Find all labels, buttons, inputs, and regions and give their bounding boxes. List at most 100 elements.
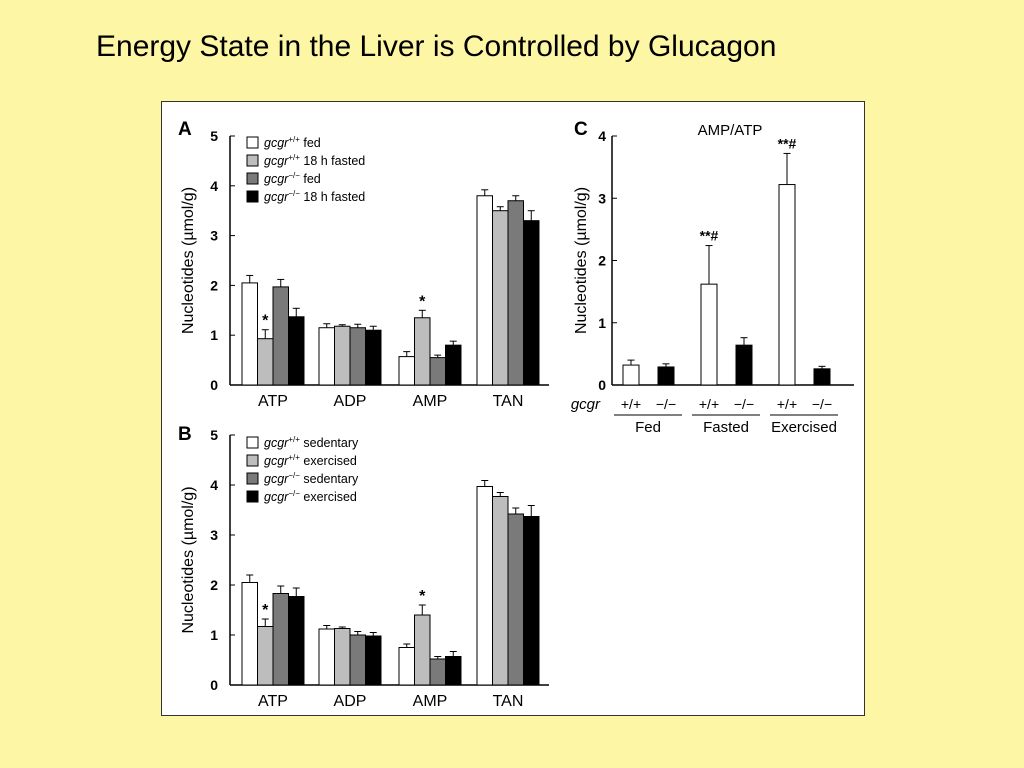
bar-a-amp-0	[398, 356, 415, 386]
legend-swatch-b	[246, 490, 259, 503]
legend-entry-b: gcgr+/+ sedentary	[264, 435, 359, 450]
bar-a-tan-3	[523, 220, 540, 386]
y-tick-label-b: 1	[210, 627, 218, 643]
bar-c-exercised-wt	[778, 184, 796, 386]
bar-b-atp-0	[241, 582, 258, 686]
legend-entry-b: gcgr+/+ exercised	[264, 453, 357, 468]
bar-b-tan-0	[476, 486, 493, 686]
legend-swatch-a	[246, 172, 259, 185]
bar-a-adp-0	[318, 327, 335, 386]
y-tick-label-b: 5	[210, 427, 218, 443]
y-axis-label-a: Nucleotides (µmol/g)	[180, 187, 197, 334]
legend-swatch-b	[246, 454, 259, 467]
bar-a-adp-1	[334, 325, 351, 386]
significance-marker-c: **#	[778, 135, 797, 151]
bar-a-adp-2	[349, 327, 366, 386]
genotype-label-c: −/−	[812, 396, 832, 412]
y-tick-label-c: 4	[598, 128, 606, 144]
y-tick-label-a: 1	[210, 327, 218, 343]
y-tick-label-b: 4	[210, 477, 218, 493]
category-label-b: AMP	[413, 693, 448, 710]
group-label-c: Fed	[635, 419, 661, 436]
y-tick-label-c: 2	[598, 253, 606, 269]
significance-marker-a: *	[419, 293, 426, 310]
bar-b-adp-3	[365, 635, 382, 686]
significance-marker-a: *	[262, 313, 269, 330]
category-label-a: AMP	[413, 393, 448, 410]
bar-b-atp-3	[288, 596, 305, 686]
bar-a-atp-0	[241, 282, 258, 386]
bar-b-amp-0	[398, 647, 415, 686]
y-tick-label-c: 1	[598, 315, 606, 331]
figure-panel: A 0 1 2 3 4 5 Nucleotides (µmol/g) ATP ADP AMP TAN *…	[161, 101, 865, 716]
bar-b-adp-0	[318, 628, 335, 686]
bar-b-tan-1	[492, 496, 509, 686]
panel-label-b: B	[178, 424, 192, 445]
y-tick-label-c: 0	[598, 377, 606, 393]
bar-a-amp-1	[414, 317, 431, 386]
y-tick-label-b: 2	[210, 577, 218, 593]
category-label-a: TAN	[493, 393, 524, 410]
group-label-c: Exercised	[771, 419, 837, 436]
bar-b-adp-1	[334, 628, 351, 686]
legend-entry-a: gcgr+/+ fed	[264, 135, 321, 150]
category-label-b: ATP	[258, 693, 288, 710]
y-tick-label-a: 3	[210, 228, 218, 244]
significance-marker-b: *	[419, 588, 426, 605]
bar-b-atp-2	[272, 593, 289, 686]
legend-entry-a: gcgr+/+ 18 h fasted	[264, 153, 365, 168]
legend-swatch-b	[246, 436, 259, 449]
y-tick-label-c: 3	[598, 190, 606, 206]
bar-a-amp-3	[445, 344, 462, 386]
legend-swatch-a	[246, 190, 259, 203]
category-label-a: ATP	[258, 393, 288, 410]
bar-b-tan-2	[507, 513, 524, 686]
chart-title-c: AMP/ATP	[698, 122, 763, 139]
y-tick-label-a: 2	[210, 277, 218, 293]
group-label-c: Fasted	[703, 419, 749, 436]
bar-a-atp-3	[288, 316, 305, 386]
category-label-a: ADP	[334, 393, 367, 410]
bar-c-fasted-ko	[735, 344, 753, 386]
bar-b-adp-2	[349, 634, 366, 686]
bar-a-atp-2	[272, 286, 289, 386]
legend-swatch-a	[246, 154, 259, 167]
bar-a-tan-0	[476, 195, 493, 386]
legend-entry-a: gcgr−/− fed	[264, 171, 321, 186]
y-axis-label-c: Nucleotides (µmol/g)	[573, 187, 590, 334]
genotype-label-c: −/−	[656, 396, 676, 412]
y-tick-label-a: 0	[210, 377, 218, 393]
significance-marker-c: **#	[700, 228, 719, 244]
genotype-label-c: +/+	[621, 396, 641, 412]
genotype-label-c: +/+	[699, 396, 719, 412]
bar-b-amp-2	[429, 658, 446, 686]
panel-label-a: A	[178, 119, 192, 140]
bar-a-tan-2	[507, 200, 524, 386]
legend-entry-b: gcgr−/− exercised	[264, 489, 357, 504]
y-axis-label-b: Nucleotides (µmol/g)	[180, 486, 197, 633]
y-tick-label-a: 4	[210, 178, 218, 194]
legend-entry-a: gcgr−/− 18 h fasted	[264, 189, 365, 204]
y-tick-label-a: 5	[210, 128, 218, 144]
bar-b-tan-3	[523, 516, 540, 686]
bar-c-fed-wt	[622, 364, 640, 386]
bar-b-amp-3	[445, 656, 462, 686]
bar-a-atp-1	[257, 338, 274, 386]
bar-c-fasted-wt	[700, 283, 718, 386]
slide-title: Energy State in the Liver is Controlled …	[96, 30, 777, 63]
category-label-b: TAN	[493, 693, 524, 710]
genotype-label-c: +/+	[777, 396, 797, 412]
bar-a-amp-2	[429, 357, 446, 386]
bar-c-exercised-ko	[813, 368, 831, 386]
gene-label-c: gcgr	[571, 396, 601, 413]
legend-entry-b: gcgr−/− sedentary	[264, 471, 359, 486]
category-label-b: ADP	[334, 693, 367, 710]
bar-b-amp-1	[414, 614, 431, 686]
significance-marker-b: *	[262, 602, 269, 619]
y-tick-label-b: 0	[210, 677, 218, 693]
bar-b-atp-1	[257, 626, 274, 686]
bar-c-fed-ko	[657, 366, 675, 386]
legend-swatch-b	[246, 472, 259, 485]
figure-svg: A 0 1 2 3 4 5 Nucleotides (µmol/g) ATP ADP AMP TAN *…	[178, 119, 854, 710]
genotype-label-c: −/−	[734, 396, 754, 412]
